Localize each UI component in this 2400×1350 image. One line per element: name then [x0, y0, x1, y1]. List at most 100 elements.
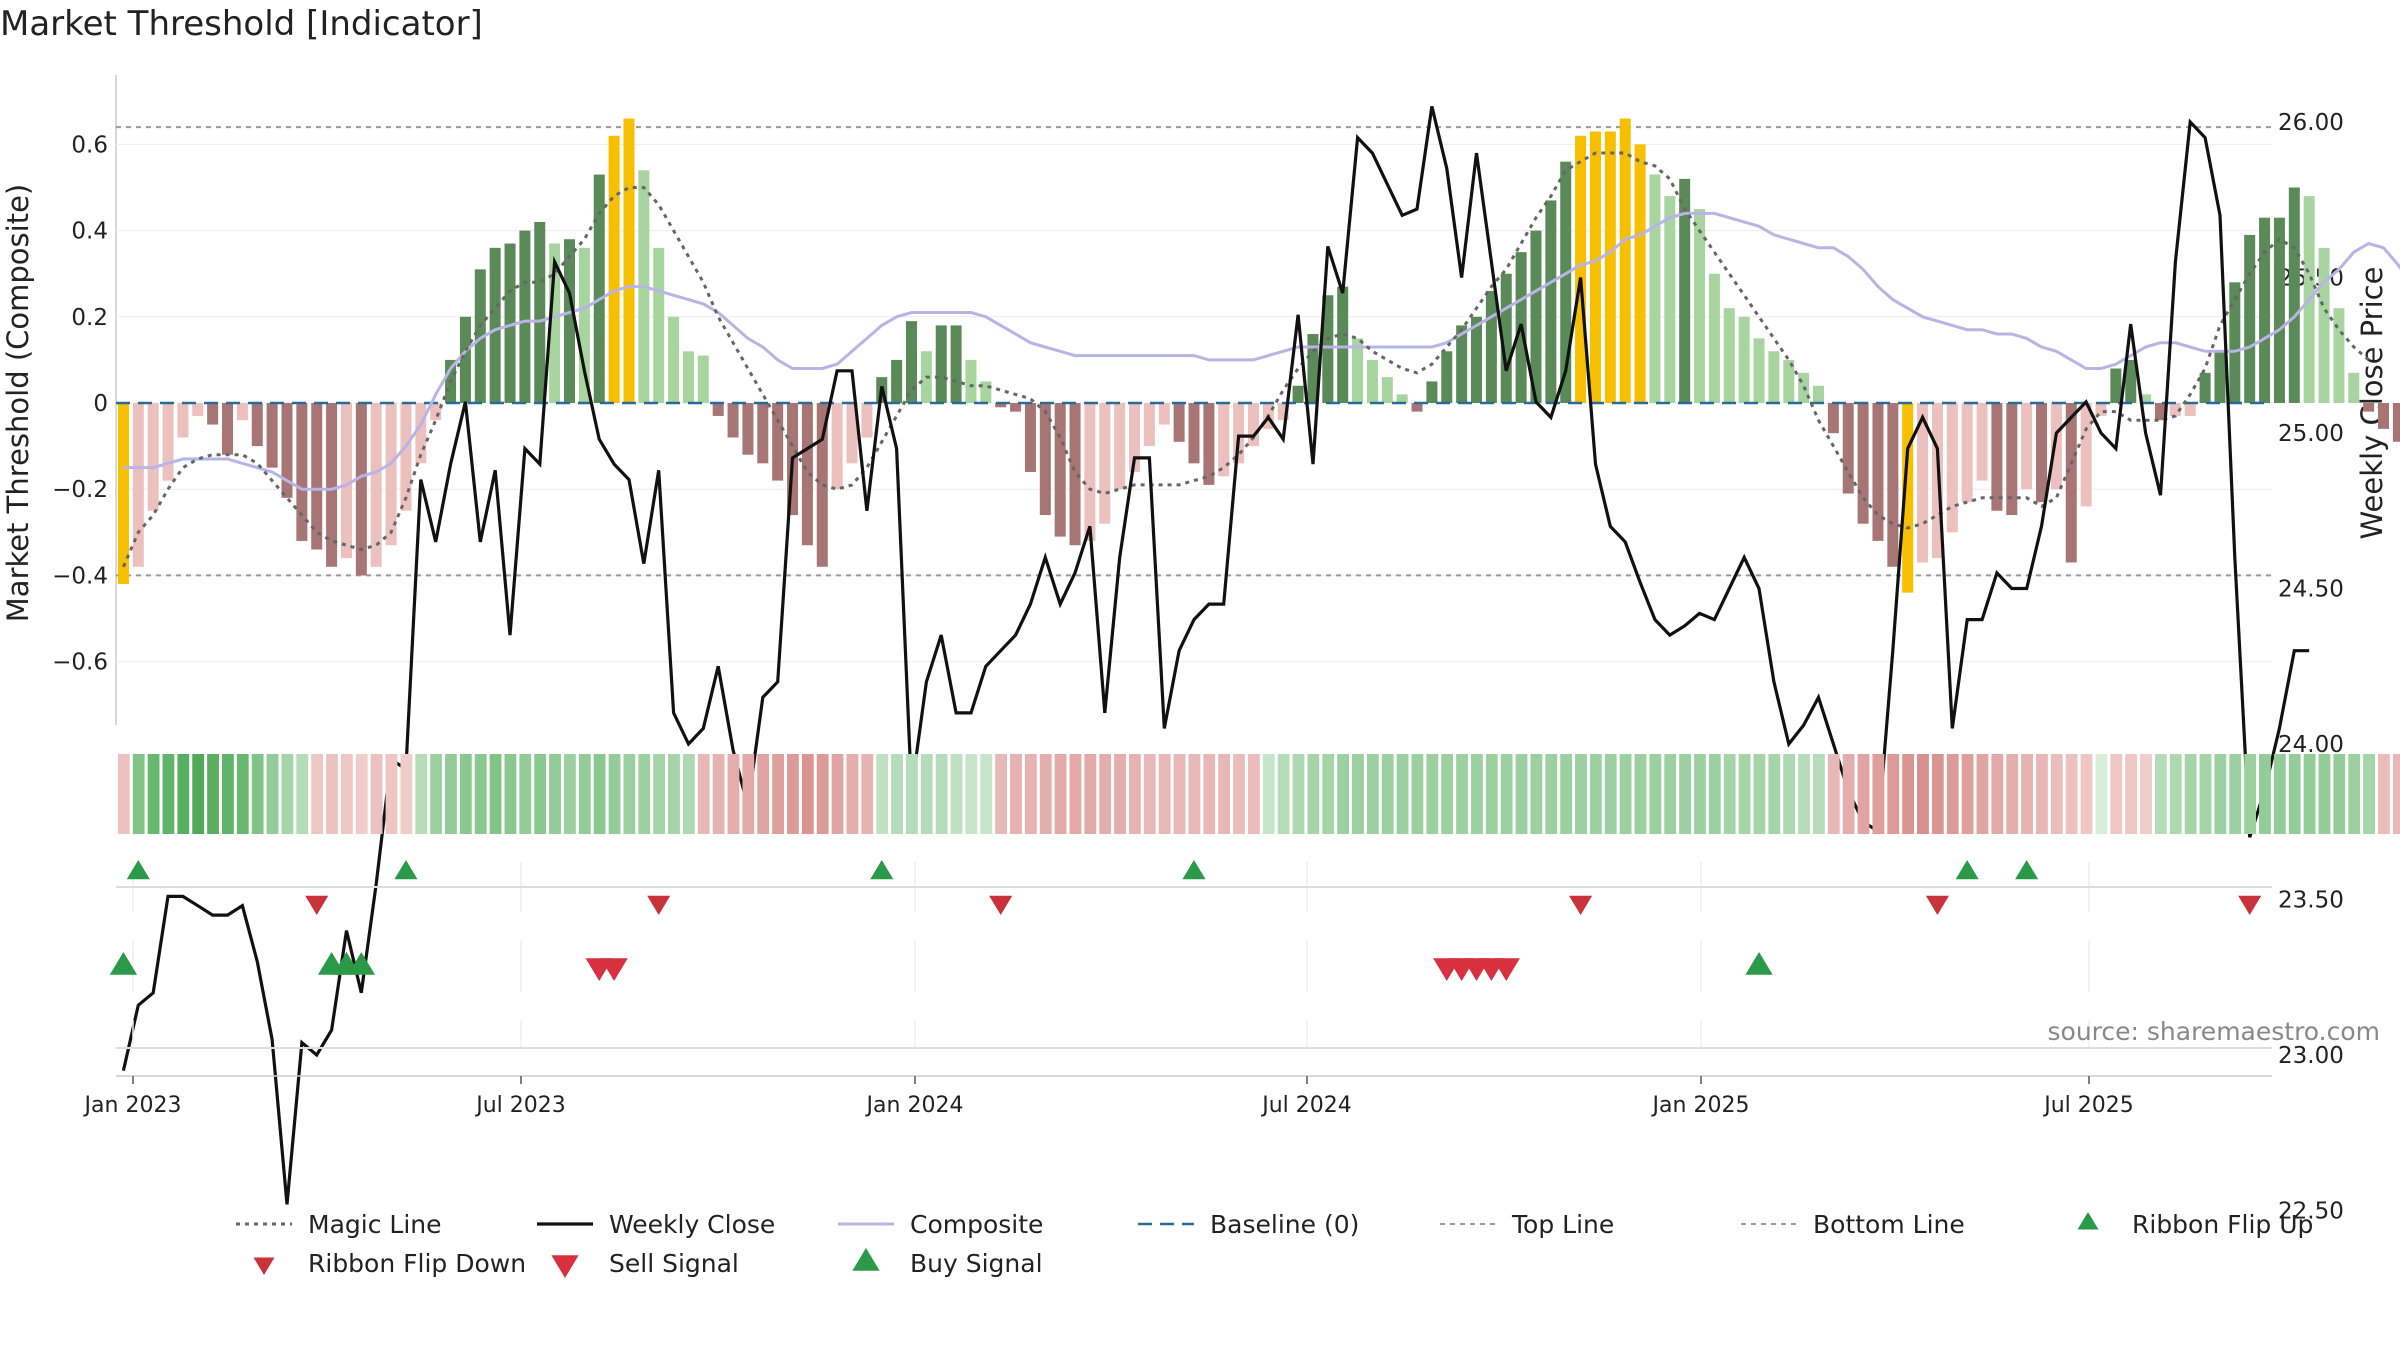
- composite-bar: [385, 403, 397, 546]
- ribbon-cell: [1783, 754, 1796, 834]
- composite-bar: [1961, 403, 1973, 503]
- ribbon-cell: [1024, 754, 1037, 834]
- legend-item: Top Line: [1440, 1210, 1614, 1239]
- ribbon-flip-up-marker: [1955, 860, 1979, 880]
- ribbon-cell: [370, 754, 383, 834]
- ribbon-cell: [1129, 754, 1141, 834]
- ribbon-cell: [1233, 754, 1245, 834]
- ribbon-cell: [1812, 754, 1825, 834]
- composite-bar: [1054, 403, 1066, 537]
- y-axis-title: Market Threshold (Composite): [1, 184, 35, 622]
- ribbon-cell: [564, 754, 576, 834]
- source-label: source: sharemaestro.com: [2048, 1017, 2381, 1046]
- ribbon-cell: [1694, 754, 1706, 834]
- composite-bar: [608, 135, 620, 403]
- composite-bar: [1411, 403, 1423, 412]
- composite-bar: [935, 325, 947, 403]
- x-tick-label: Jan 2025: [1651, 1093, 1750, 1118]
- composite-bar: [2318, 247, 2330, 403]
- ribbon-flip-down-marker: [989, 895, 1013, 915]
- composite-bar: [2348, 372, 2360, 403]
- ribbon-flip-up-marker: [870, 860, 894, 880]
- composite-bar: [1381, 377, 1393, 403]
- ribbon-cell: [1575, 754, 1587, 834]
- ribbon-cell: [2140, 754, 2152, 834]
- composite-bar: [1753, 338, 1765, 403]
- composite-bar: [965, 359, 977, 403]
- composite-bar: [147, 403, 159, 511]
- composite-bar: [891, 359, 903, 403]
- composite-bar: [519, 230, 531, 403]
- composite-bar: [504, 243, 516, 403]
- legend-label: Buy Signal: [910, 1249, 1043, 1278]
- legend-label: Composite: [910, 1210, 1043, 1239]
- ribbon-flip-down-marker: [1569, 895, 1593, 915]
- ribbon-cell: [326, 754, 338, 834]
- composite-bar: [117, 403, 129, 585]
- ribbon-cell: [965, 754, 978, 834]
- ribbon-cell: [2303, 754, 2316, 834]
- composite-bar: [2392, 403, 2400, 442]
- composite-bar: [162, 403, 174, 481]
- ribbon-cell: [1753, 754, 1766, 834]
- ribbon-cell: [1173, 754, 1186, 834]
- ribbon-cell: [1604, 754, 1617, 834]
- magic-line: [122, 151, 2370, 568]
- ribbon-cell: [415, 754, 428, 834]
- ribbon-cell: [608, 754, 621, 834]
- x-tick-label: Jul 2024: [1260, 1093, 1352, 1118]
- ribbon-cell: [222, 754, 234, 834]
- ribbon-cell: [1143, 754, 1156, 834]
- ribbon-cell: [430, 754, 442, 834]
- ribbon-cell: [519, 754, 532, 834]
- y2-tick-label: 23.00: [2278, 1043, 2344, 1069]
- ribbon-cell: [682, 754, 695, 834]
- ribbon-cell: [772, 754, 784, 834]
- y-tick-label: 0: [93, 391, 108, 417]
- composite-bar: [2363, 403, 2375, 412]
- chart-title: Market Threshold [Indicator]: [0, 4, 483, 44]
- ribbon-cell: [2154, 754, 2167, 834]
- ribbon-cell: [801, 754, 814, 834]
- composite-bar: [1277, 403, 1289, 421]
- composite-bar: [2036, 403, 2048, 503]
- ribbon-panel: [117, 754, 2400, 834]
- composite-bar: [1946, 403, 1958, 533]
- composite-bar: [1307, 334, 1319, 403]
- ribbon-cell: [712, 754, 725, 834]
- ribbon-cell: [1649, 754, 1662, 834]
- legend-item: Weekly Close: [537, 1210, 775, 1239]
- y-tick-label: 0.6: [71, 132, 108, 158]
- composite-bar: [2125, 359, 2137, 403]
- composite-bar: [1604, 131, 1616, 403]
- ribbon-cell: [504, 754, 517, 834]
- ribbon-cell: [861, 754, 874, 834]
- composite-bar: [1887, 403, 1899, 567]
- composite-bar: [816, 403, 828, 567]
- ribbon-cell: [236, 754, 249, 834]
- ribbon-cell: [1292, 754, 1305, 834]
- ribbon-cell: [385, 754, 398, 834]
- ribbon-cell: [876, 754, 889, 834]
- ribbon-cell: [816, 754, 829, 834]
- composite-bar: [1233, 403, 1245, 464]
- composite-bar: [355, 403, 367, 576]
- ribbon-cell: [281, 754, 294, 834]
- composite-bar: [1129, 403, 1141, 472]
- composite-bar: [1024, 403, 1036, 472]
- ribbon-cell: [459, 754, 472, 834]
- legend-item: Ribbon Flip Down: [253, 1249, 526, 1278]
- ribbon-flip-down-marker: [647, 895, 671, 915]
- composite-bar: [1664, 196, 1676, 403]
- ribbon-flip-down-marker: [305, 895, 329, 915]
- composite-line: [123, 211, 2400, 491]
- ribbon-cell: [2021, 754, 2033, 834]
- ribbon-cell: [995, 754, 1008, 834]
- ribbon-cell: [2318, 754, 2331, 834]
- ribbon-cell: [1337, 754, 1349, 834]
- composite-bar: [400, 403, 412, 511]
- composite-bar: [1099, 403, 1111, 524]
- ribbon-cell: [2288, 754, 2301, 834]
- ribbon-cell: [1381, 754, 1394, 834]
